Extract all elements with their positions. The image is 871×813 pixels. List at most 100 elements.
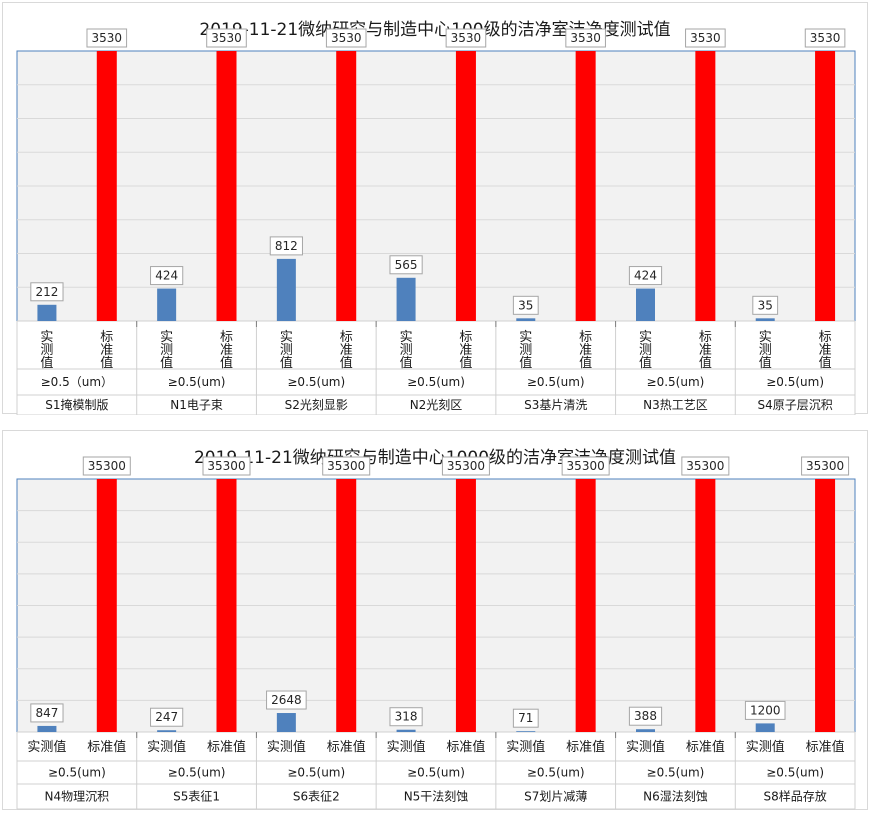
bar — [396, 277, 416, 321]
bar — [575, 479, 596, 732]
data-label: 71 — [518, 711, 533, 725]
bar-label: 值 — [160, 355, 173, 371]
bar — [96, 479, 117, 732]
particle-size-label: ≥0.5(um) — [287, 375, 345, 389]
bar-label: 测 — [280, 343, 293, 358]
bar — [276, 258, 296, 321]
data-label-box — [389, 707, 423, 727]
data-label: 3530 — [690, 31, 721, 45]
bar-label: 准 — [459, 343, 472, 358]
chart-title: 2019-11-21微纳研究与制造中心1000级的洁净室洁净度测试值 — [193, 448, 677, 468]
data-label: 35 — [518, 298, 533, 312]
bar-label: 测 — [160, 343, 173, 358]
bar-label: 实测值 — [506, 739, 545, 755]
particle-size-label: ≥0.5(um) — [527, 766, 585, 780]
bar — [336, 479, 357, 732]
particle-size-label: ≥0.5（um） — [41, 375, 113, 389]
data-label: 565 — [395, 258, 418, 272]
data-label: 847 — [35, 706, 58, 720]
particle-size-label: ≥0.5(um) — [647, 766, 705, 780]
chart-panel-1000: 2019-11-21微纳研究与制造中心1000级的洁净室洁净度测试值 847 实测… — [2, 430, 868, 810]
data-label: 3530 — [211, 31, 242, 45]
category-label: S8样品存放 — [764, 789, 827, 804]
bar-label: 准 — [579, 343, 592, 358]
bar-label: 值 — [519, 355, 532, 371]
bar-label: 值 — [280, 355, 293, 371]
category-label: S7划片减薄 — [524, 789, 587, 804]
bar — [396, 729, 416, 732]
bar-label: 实测值 — [147, 739, 186, 755]
bar-label: 标准值 — [207, 739, 246, 755]
bar — [755, 723, 775, 732]
data-label-box — [445, 28, 487, 48]
bar-label: 标准值 — [327, 739, 366, 755]
bar — [815, 479, 836, 732]
data-label-box — [30, 282, 64, 302]
data-label: 3530 — [451, 31, 482, 45]
data-label: 3530 — [570, 31, 601, 45]
data-label-box — [801, 456, 850, 476]
chart-1000-class: 847 实测值 35300 标准值 ≥0.5(um) N4物理沉积 247 实测值 35300 标… — [16, 456, 856, 810]
bar-label: 实测值 — [267, 739, 306, 755]
category-label: S6表征2 — [293, 790, 340, 804]
particle-size-label: ≥0.5(um) — [527, 375, 585, 389]
data-label-box — [266, 690, 307, 710]
data-label: 35300 — [207, 459, 245, 473]
data-label-box — [441, 456, 490, 476]
data-label: 812 — [275, 239, 298, 253]
data-label-box — [325, 28, 367, 48]
particle-size-label: ≥0.5(um) — [48, 766, 106, 780]
particle-size-label: ≥0.5(um) — [647, 375, 705, 389]
data-label-box — [804, 28, 846, 48]
data-label-box — [681, 456, 730, 476]
axis-label-area — [17, 732, 855, 809]
bar-label: 标 — [699, 330, 712, 345]
bar — [636, 729, 655, 732]
bar-label: 实 — [400, 330, 413, 345]
bar-label: 实 — [759, 330, 772, 345]
particle-size-label: ≥0.5(um) — [766, 375, 824, 389]
bar — [157, 730, 177, 732]
bar-label: 实 — [160, 330, 173, 345]
data-label: 35300 — [88, 459, 126, 473]
bar-label: 实 — [519, 330, 532, 345]
bar-label: 标 — [220, 330, 233, 345]
bar-label: 值 — [459, 355, 472, 371]
bar-label: 标准值 — [806, 739, 845, 755]
data-label-box — [202, 456, 251, 476]
data-label: 3530 — [810, 31, 841, 45]
bar — [455, 51, 476, 321]
bar-label: 测 — [759, 343, 772, 358]
data-label-box — [744, 700, 786, 720]
bar-label: 实测值 — [387, 739, 426, 755]
data-label-box — [30, 703, 64, 723]
category-label: N5干法刻蚀 — [404, 790, 469, 804]
axis-label-area — [17, 321, 855, 415]
bar-label: 标准值 — [566, 739, 605, 755]
data-label-box — [150, 707, 184, 727]
bar-label: 测 — [519, 343, 532, 358]
bar — [96, 51, 117, 321]
bar — [516, 318, 536, 321]
data-label-box — [322, 456, 371, 476]
bar-label: 实测值 — [626, 739, 665, 755]
bar-label: 测 — [400, 343, 413, 358]
bar-label: 值 — [759, 355, 772, 371]
data-label: 35300 — [686, 459, 724, 473]
bar-label: 准 — [819, 343, 832, 358]
category-label: S3基片清洗 — [524, 398, 587, 412]
data-label: 247 — [155, 710, 178, 724]
data-label: 424 — [155, 269, 178, 283]
category-label: S5表征1 — [173, 790, 220, 804]
bar — [575, 51, 596, 321]
bar-label: 值 — [579, 355, 592, 371]
category-label: S4原子层沉积 — [758, 398, 833, 412]
particle-size-label: ≥0.5(um) — [287, 766, 345, 780]
data-label-box — [685, 28, 726, 48]
data-label: 1200 — [750, 703, 781, 717]
data-label-box — [206, 28, 247, 48]
bar-label: 标 — [579, 330, 592, 345]
category-label: N3热工艺区 — [643, 398, 708, 412]
data-label-box — [512, 708, 539, 728]
category-label: N6湿法刻蚀 — [643, 789, 708, 804]
